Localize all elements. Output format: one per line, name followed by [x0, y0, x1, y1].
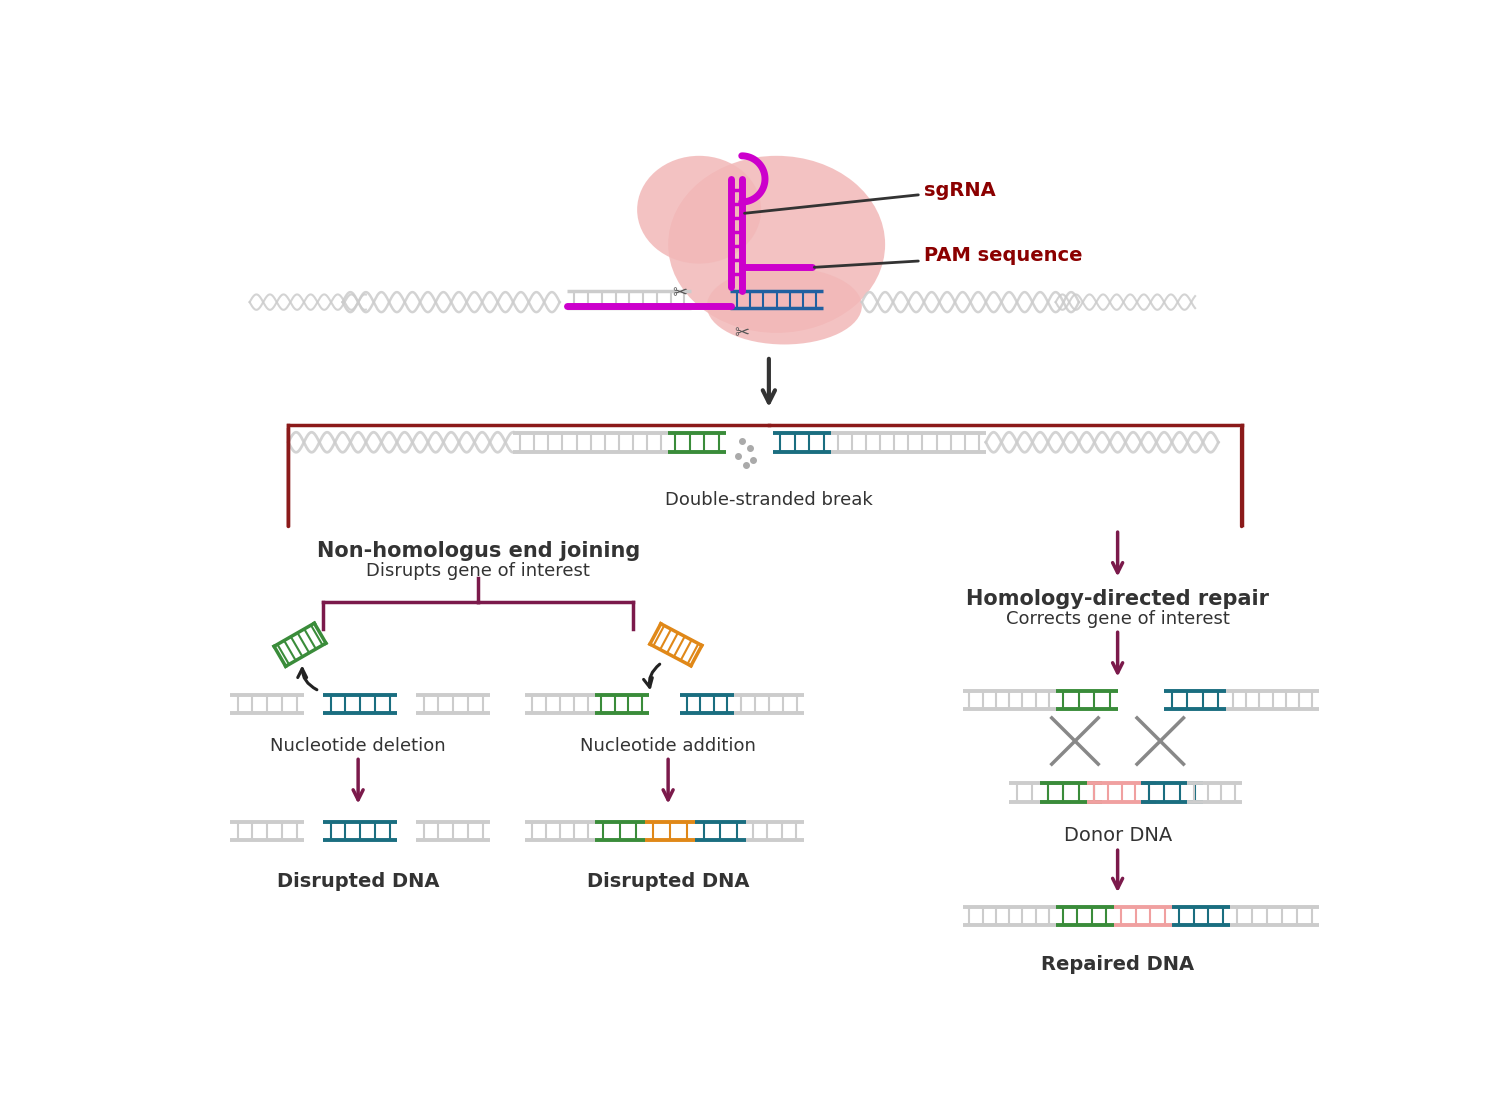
Text: Nucleotide addition: Nucleotide addition: [581, 738, 757, 755]
Text: Double-stranded break: Double-stranded break: [665, 491, 872, 509]
Ellipse shape: [668, 156, 886, 333]
Text: Non-homologus end joining: Non-homologus end joining: [317, 541, 639, 561]
Ellipse shape: [636, 156, 761, 263]
Text: Disrupted DNA: Disrupted DNA: [587, 872, 749, 891]
Text: Corrects gene of interest: Corrects gene of interest: [1006, 611, 1229, 628]
Text: ✂: ✂: [734, 324, 749, 342]
Ellipse shape: [707, 268, 862, 344]
Text: Repaired DNA: Repaired DNA: [1042, 956, 1195, 974]
Text: sgRNA: sgRNA: [744, 181, 995, 213]
Text: PAM sequence: PAM sequence: [814, 247, 1082, 268]
Text: ✂: ✂: [672, 284, 687, 302]
Text: Nucleotide deletion: Nucleotide deletion: [270, 738, 446, 755]
Text: Disrupted DNA: Disrupted DNA: [276, 872, 440, 891]
Text: Homology-directed repair: Homology-directed repair: [967, 588, 1270, 608]
Text: Donor DNA: Donor DNA: [1064, 826, 1172, 845]
Text: Disrupts gene of interest: Disrupts gene of interest: [366, 562, 590, 581]
